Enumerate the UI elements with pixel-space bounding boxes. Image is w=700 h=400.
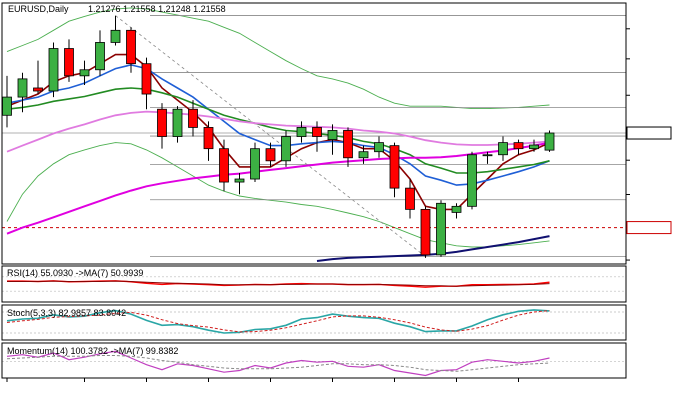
rsi-ma-line [7,280,550,287]
bear-candle [389,145,400,189]
bull-candle [436,202,446,256]
last-price-tag [626,126,672,140]
moving-average-ma-pink [6,110,550,153]
bear-candle [420,208,431,256]
bull-candle [529,144,539,150]
bear-candle [343,130,353,159]
bull-candle [110,29,121,43]
bull-candle [467,154,477,207]
bear-candle [64,48,74,77]
bull-candle [544,132,555,151]
bull-candle [296,127,307,137]
support-level-tag [626,221,672,235]
bear-candle [188,108,198,128]
stoch-panel [1,304,627,341]
stoch-main-line [6,309,550,334]
bull-candle [79,69,90,77]
main-price-panel [1,2,627,265]
bear-candle [33,87,43,92]
momentum-title: Momentum(14) 100.3782 ->MA(7) 99.8382 [7,346,178,356]
bull-candle [17,78,28,98]
chart-symbol-label: EURUSD,Daily [8,4,69,14]
moving-average-ma-magenta [6,141,550,235]
bull-candle [172,108,183,137]
bull-candle [48,48,59,92]
bear-candle [141,63,152,95]
bear-candle [312,127,322,137]
rsi-title: RSI(14) 55.0930 ->MA(7) 50.9939 [7,268,143,278]
bear-candle [405,187,415,210]
bull-candle [498,142,508,156]
bear-candle [265,148,276,162]
moving-average-ma-blue [6,64,550,186]
stoch-signal-line [6,310,550,333]
momentum-panel [1,342,627,379]
bull-candle [281,136,291,162]
bear-candle [157,108,167,137]
bull-candle [234,178,245,183]
stoch-title: Stoch(5,3,3) 82.9857 83.8042 [7,308,126,318]
bear-candle [513,142,524,150]
lower-band-line [6,142,550,248]
moving-average-ma-navy [316,235,550,262]
bear-candle [203,127,214,150]
moving-average-ma-green [6,87,550,174]
bull-candle [374,142,384,153]
momentum-line [6,350,550,377]
chart-ohlc-readout: 1.21276 1.21558 1.21248 1.21558 [88,4,226,14]
bull-candle [2,96,12,116]
bull-candle [358,151,369,159]
bull-candle [250,148,260,180]
momentum-ma-line [6,355,550,372]
bear-candle [126,29,136,65]
bull-candle [482,154,493,157]
bear-candle [219,148,229,183]
bull-candle [95,42,105,71]
bull-candle [451,205,462,213]
bull-candle [327,130,338,140]
rsi-panel [1,265,627,303]
